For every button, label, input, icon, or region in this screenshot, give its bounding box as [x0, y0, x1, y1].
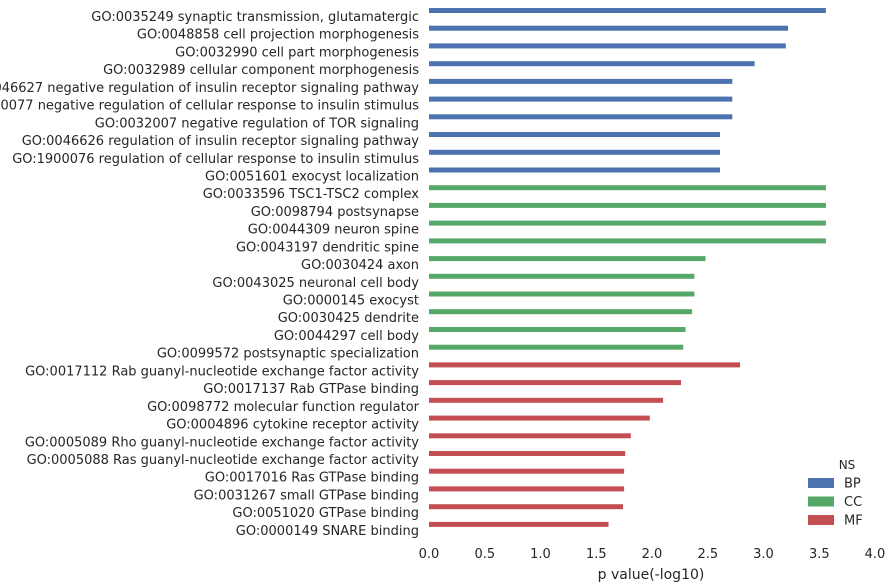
- bar-cc: [429, 291, 695, 297]
- category-label: GO:0017112 Rab guanyl-nucleotide exchang…: [25, 364, 419, 379]
- category-label: GO:1900077 negative regulation of cellul…: [0, 99, 419, 114]
- bar-cc: [429, 220, 826, 226]
- category-label: GO:0046627 negative regulation of insuli…: [0, 81, 419, 96]
- bar-cc: [429, 238, 826, 244]
- bar-mf: [429, 504, 623, 510]
- legend: NS BP CC MF: [808, 458, 863, 529]
- category-label: GO:0032007 negative regulation of TOR si…: [95, 116, 419, 131]
- category-label: GO:0046626 regulation of insulin recepto…: [22, 134, 420, 149]
- x-tick-label: 2.0: [642, 547, 663, 562]
- x-tick-label: 1.5: [586, 547, 607, 562]
- category-label: GO:0017137 Rab GTPase binding: [203, 382, 419, 397]
- bar-cc: [429, 309, 693, 315]
- x-tick-label: 3.5: [809, 547, 830, 562]
- bar-cc: [429, 327, 686, 332]
- bar-bp: [429, 96, 733, 102]
- category-label: GO:0033596 TSC1-TSC2 complex: [203, 187, 420, 202]
- category-label: GO:0043197 dendritic spine: [236, 240, 419, 255]
- category-label: GO:0005089 Rho guanyl-nucleotide exchang…: [25, 435, 419, 450]
- category-label: GO:0032990 cell part morphogenesis: [175, 45, 419, 60]
- category-label: GO:0098772 molecular function regulator: [147, 400, 420, 415]
- x-tick-label: 0.5: [474, 547, 495, 562]
- category-label: GO:0031267 small GTPase binding: [194, 488, 419, 503]
- bar-bp: [429, 43, 786, 49]
- x-tick-label: 3.0: [753, 547, 774, 562]
- bar-mf: [429, 397, 664, 403]
- legend-entries: BP CC MF: [808, 477, 863, 529]
- bar-bp: [429, 167, 720, 173]
- bar-cc: [429, 256, 706, 262]
- bars-layer: [429, 8, 826, 527]
- category-label: GO:0000145 exocyst: [283, 294, 419, 309]
- bar-mf: [429, 468, 625, 474]
- category-label: GO:0004896 cytokine receptor activity: [166, 418, 419, 433]
- category-label: GO:1900076 regulation of cellular respon…: [12, 152, 419, 167]
- bar-cc: [429, 202, 826, 208]
- x-tick-label: 4.0: [865, 547, 886, 562]
- legend-title: NS: [839, 458, 856, 472]
- bar-bp: [429, 61, 755, 67]
- category-label: GO:0048858 cell projection morphogenesis: [137, 28, 419, 43]
- legend-swatch-cc: [808, 496, 834, 507]
- x-tick-label: 1.0: [530, 547, 551, 562]
- bar-bp: [429, 78, 733, 84]
- bar-mf: [429, 415, 650, 421]
- bar-mf: [429, 433, 631, 439]
- legend-swatch-bp: [808, 478, 834, 488]
- bar-bp: [429, 149, 720, 155]
- category-label: GO:0051601 exocyst localization: [205, 170, 419, 185]
- category-label: GO:0035249 synaptic transmission, glutam…: [91, 10, 419, 25]
- bar-bp: [429, 114, 733, 120]
- x-axis-ticks: 0.0 0.5 1.0 1.5 2.0 2.5 3.0 3.5 4.0: [419, 547, 886, 562]
- bar-cc: [429, 273, 695, 279]
- x-tick-label: 0.0: [419, 547, 440, 562]
- bar-bp: [429, 25, 788, 31]
- bar-mf: [429, 451, 626, 456]
- bar-mf: [429, 380, 681, 386]
- x-tick-label: 2.5: [697, 547, 718, 562]
- category-label: GO:0030424 axon: [301, 258, 419, 273]
- legend-label-bp: BP: [844, 477, 861, 492]
- category-label: GO:0044297 cell body: [274, 329, 419, 344]
- category-label: GO:0043025 neuronal cell body: [212, 276, 419, 291]
- bar-mf: [429, 486, 625, 492]
- bar-bp: [429, 8, 826, 13]
- legend-label-mf: MF: [844, 514, 863, 529]
- x-axis-label: p value(-log10): [598, 567, 705, 583]
- bar-mf: [429, 521, 609, 527]
- category-label: GO:0005088 Ras guanyl-nucleotide exchang…: [27, 453, 420, 468]
- category-labels: GO:0035249 synaptic transmission, glutam…: [0, 10, 420, 539]
- category-label: GO:0030425 dendrite: [278, 311, 419, 326]
- bar-cc: [429, 185, 826, 191]
- legend-label-cc: CC: [844, 495, 862, 510]
- bar-bp: [429, 132, 720, 137]
- category-label: GO:0051020 GTPase binding: [232, 506, 419, 521]
- category-label: GO:0099572 postsynaptic specialization: [157, 347, 419, 362]
- bar-mf: [429, 362, 741, 368]
- category-label: GO:0000149 SNARE binding: [236, 524, 419, 539]
- legend-swatch-mf: [808, 515, 834, 525]
- category-label: GO:0032989 cellular component morphogene…: [103, 63, 419, 78]
- category-label: GO:0098794 postsynapse: [251, 205, 419, 220]
- bar-cc: [429, 344, 684, 350]
- category-label: GO:0044309 neuron spine: [248, 223, 419, 238]
- category-label: GO:0017016 Ras GTPase binding: [205, 471, 419, 486]
